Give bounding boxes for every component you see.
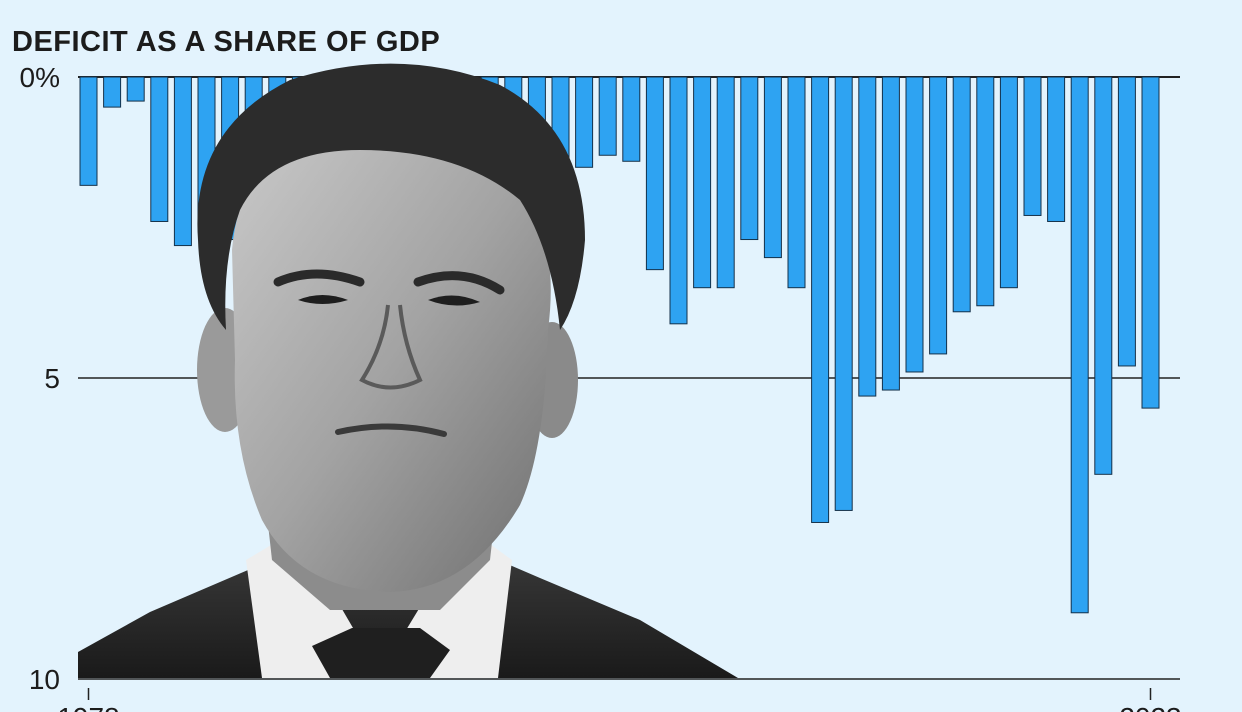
y-axis-ticks: 0% 5 10: [20, 62, 60, 695]
bar-2000: [598, 76, 617, 156]
bar-2020: [1070, 76, 1089, 614]
bar-2016: [976, 76, 995, 307]
x-axis-ticks: 1978 2023: [57, 688, 1182, 712]
bar-1980: [126, 76, 145, 102]
bar-2007: [763, 76, 782, 259]
person-portrait-icon: [78, 63, 738, 678]
bar-2014: [929, 76, 948, 355]
bar-2015: [952, 76, 971, 313]
bar-1978: [79, 76, 98, 186]
bar-2004: [693, 76, 712, 289]
bar-1979: [103, 76, 122, 108]
bar-2012: [881, 76, 900, 391]
bar-2010: [834, 76, 853, 511]
bar-2001: [622, 76, 641, 162]
bar-1982: [173, 76, 192, 247]
bar-2006: [740, 76, 759, 241]
bar-2009: [811, 76, 830, 523]
bar-2013: [905, 76, 924, 373]
chart-title: DEFICIT AS A SHARE OF GDP: [12, 26, 441, 58]
bar-2023: [1141, 76, 1160, 409]
bar-1981: [150, 76, 169, 222]
bar-1999: [575, 76, 594, 168]
bar-2002: [645, 76, 664, 271]
y-tick-label: 5: [44, 363, 60, 394]
bar-2003: [669, 76, 688, 325]
x-tick-label: 2023: [1119, 702, 1181, 712]
bar-2011: [858, 76, 877, 397]
y-tick-label: 0%: [20, 62, 60, 93]
bar-2018: [1023, 76, 1042, 216]
x-tick-label: 1978: [57, 702, 119, 712]
bar-2008: [787, 76, 806, 289]
y-tick-label: 10: [29, 664, 60, 695]
bar-2021: [1094, 76, 1113, 475]
bar-2019: [1047, 76, 1066, 222]
bar-2005: [716, 76, 735, 289]
bar-2022: [1117, 76, 1136, 367]
bar-2017: [999, 76, 1018, 289]
